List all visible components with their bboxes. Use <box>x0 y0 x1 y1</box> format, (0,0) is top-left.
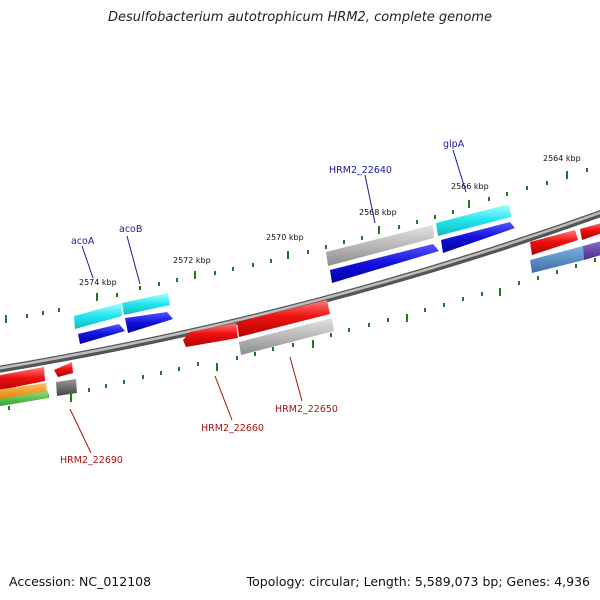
scale-labels: 2574 kbp 2572 kbp 2570 kbp 2568 kbp 2566… <box>79 154 581 287</box>
gene-label[interactable]: HRM2_22640 <box>329 165 392 176</box>
genome-summary: Topology: circular; Length: 5,589,073 bp… <box>246 574 590 589</box>
gene-HRM2_22650[interactable] <box>237 300 330 337</box>
scale-label: 2564 kbp <box>543 154 581 163</box>
upper-ruler <box>5 168 588 323</box>
label-leaders <box>69 149 467 454</box>
map-title: Desulfobacterium autotrophicum HRM2, com… <box>107 10 493 25</box>
gene-feature[interactable] <box>441 222 515 253</box>
gene-feature[interactable] <box>239 318 334 355</box>
gene-labels-top: acoA acoB HRM2_22640 glpA <box>71 139 465 247</box>
scale-label: 2570 kbp <box>266 233 304 242</box>
gene-feature[interactable] <box>0 367 45 391</box>
gene-acoA[interactable] <box>74 303 122 329</box>
gene-feature[interactable] <box>530 230 578 255</box>
gene-feature[interactable] <box>56 379 77 396</box>
gene-label[interactable]: acoA <box>71 236 95 247</box>
gene-label[interactable]: HRM2_22650 <box>275 404 338 415</box>
scale-label: 2568 kbp <box>359 208 397 217</box>
gene-feature[interactable] <box>330 244 439 283</box>
gene-feature[interactable] <box>78 324 125 344</box>
gene-feature[interactable] <box>125 312 173 333</box>
gene-label[interactable]: acoB <box>119 224 142 235</box>
gene-HRM2_22640[interactable] <box>326 225 434 266</box>
accession-text: Accession: NC_012108 <box>9 574 152 589</box>
gene-HRM2_22690[interactable] <box>54 362 73 377</box>
gene-feature[interactable] <box>0 391 49 407</box>
reverse-strand-features <box>0 300 334 407</box>
gene-feature[interactable] <box>580 222 600 240</box>
scale-label: 2574 kbp <box>79 278 117 287</box>
forward-strand-features <box>74 204 600 344</box>
gene-glpA[interactable] <box>436 204 511 236</box>
gene-feature[interactable] <box>583 240 600 260</box>
scale-label: 2572 kbp <box>173 256 211 265</box>
gene-feature[interactable] <box>530 246 584 273</box>
gene-labels-bottom: HRM2_22690 HRM2_22660 HRM2_22650 <box>60 404 338 466</box>
gene-label[interactable]: HRM2_22690 <box>60 455 123 466</box>
gene-label[interactable]: glpA <box>443 139 465 150</box>
chromosome-backbone <box>0 210 600 373</box>
scale-label: 2566 kbp <box>451 182 489 191</box>
gene-feature[interactable] <box>0 383 47 401</box>
gene-label[interactable]: HRM2_22660 <box>201 423 264 434</box>
gene-HRM2_22660[interactable] <box>183 323 238 347</box>
gene-acoB[interactable] <box>122 293 170 315</box>
